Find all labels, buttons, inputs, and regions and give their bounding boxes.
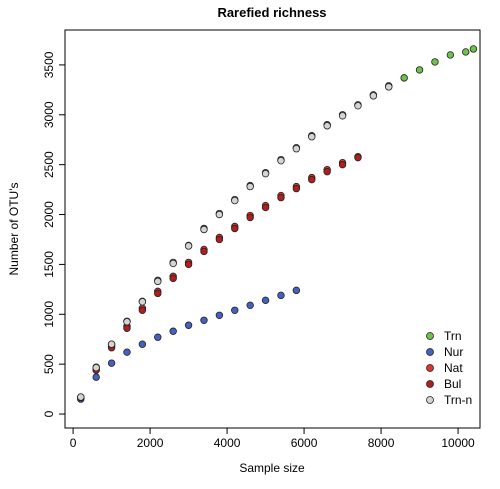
point (200, 247, 208, 256)
point (231, 196, 239, 205)
point (123, 324, 131, 332)
point (338, 112, 347, 120)
point (138, 298, 147, 306)
legend-marker (426, 380, 434, 388)
point (169, 327, 177, 335)
point (323, 167, 331, 176)
chart-title: Rarefied richness (217, 5, 326, 20)
point (92, 373, 100, 381)
legend-label: Bul (444, 377, 461, 391)
x-tick-label: 8000 (368, 436, 395, 450)
point (277, 291, 285, 300)
point (246, 301, 254, 310)
y-tick-label: 3000 (42, 101, 56, 128)
y-tick-label: 1000 (42, 301, 56, 328)
point (215, 311, 224, 319)
point (462, 48, 470, 56)
point (292, 286, 301, 295)
point (154, 289, 162, 298)
y-tick-label: 2000 (42, 201, 56, 228)
point (261, 296, 270, 305)
y-tick-label: 3500 (42, 51, 56, 78)
point (215, 235, 224, 244)
point (154, 333, 162, 341)
x-tick-label: 10000 (441, 436, 475, 450)
y-tick-label: 0 (42, 410, 56, 417)
point (431, 58, 439, 66)
point (107, 359, 116, 367)
x-axis-label: Sample size (239, 461, 305, 475)
point (261, 169, 270, 178)
point (277, 156, 285, 165)
y-axis-label: Number of OTU's (7, 183, 21, 276)
point (354, 153, 362, 162)
point (169, 259, 177, 268)
x-tick-label: 4000 (214, 436, 241, 450)
legend-marker (426, 364, 434, 372)
legend-label: Trn-n (444, 393, 472, 407)
point (154, 277, 162, 286)
legend-marker (426, 332, 434, 340)
point (200, 225, 208, 234)
point (138, 306, 147, 314)
x-tick-label: 2000 (137, 436, 164, 450)
y-tick-label: 1500 (42, 251, 56, 278)
y-tick-label: 500 (42, 354, 56, 374)
point (323, 122, 331, 130)
point (369, 92, 378, 100)
point (354, 102, 362, 110)
point (261, 203, 270, 212)
legend-label: Trn (444, 329, 462, 343)
point (277, 193, 285, 202)
point (308, 133, 316, 141)
point (200, 316, 208, 324)
point (184, 242, 193, 250)
point (123, 348, 131, 356)
x-tick-label: 6000 (291, 436, 318, 450)
point (231, 306, 239, 314)
point (338, 160, 347, 169)
point (123, 318, 131, 326)
point (385, 83, 393, 91)
point (107, 340, 116, 348)
point (415, 66, 424, 74)
plot-frame (64, 29, 481, 429)
point (400, 74, 408, 82)
point (138, 340, 147, 348)
point (77, 393, 85, 401)
point (292, 184, 301, 193)
legend-marker (426, 348, 434, 356)
legend-marker (426, 396, 434, 404)
legend-label: Nur (444, 345, 463, 359)
point (184, 321, 193, 329)
point (92, 363, 100, 372)
legend-label: Nat (444, 361, 463, 375)
point (169, 274, 177, 283)
y-tick-label: 2500 (42, 151, 56, 178)
point (184, 260, 193, 269)
point (215, 210, 224, 219)
point (469, 45, 478, 53)
point (446, 51, 455, 59)
point (246, 182, 254, 191)
point (308, 175, 316, 184)
x-tick-label: 0 (70, 436, 77, 450)
point (292, 145, 301, 153)
point (231, 224, 239, 233)
point (246, 213, 254, 222)
